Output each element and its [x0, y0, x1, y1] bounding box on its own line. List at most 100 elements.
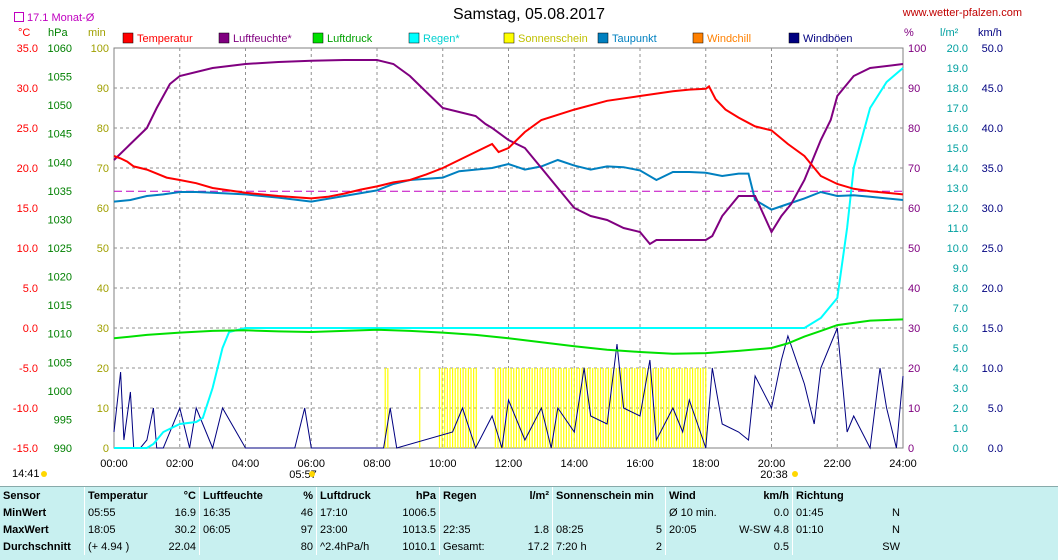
- legend-swatch: [788, 32, 800, 44]
- hpa-tick-label: 1035: [48, 186, 72, 198]
- dir-time: [791, 538, 858, 555]
- hdr-temp: Temperatur: [84, 487, 161, 504]
- min-tick-label: 100: [91, 43, 109, 55]
- hpa-tick-label: 1000: [48, 386, 72, 398]
- min-tick-label: 60: [97, 203, 109, 215]
- series-line-taupunkt: [113, 158, 904, 211]
- time-tick-label: 22:00: [823, 458, 851, 470]
- min-tick-label: 90: [97, 83, 109, 95]
- time-tick-label: 16:00: [626, 458, 654, 470]
- sunset-sun-icon: [792, 471, 798, 477]
- rain-time: [439, 504, 504, 521]
- temp-time: 18:05: [84, 521, 161, 538]
- rain-tick-label: 12.0: [947, 203, 968, 215]
- rain-value: 17.2: [527, 540, 549, 553]
- hpa-tick-label: 995: [54, 414, 72, 426]
- sun-value: [637, 504, 666, 521]
- time-tick-label: 20:00: [758, 458, 786, 470]
- legend-label: Taupunkt: [612, 33, 657, 45]
- kmh-tick-label: 0.0: [988, 443, 1003, 455]
- hpa-tick-label: 1005: [48, 357, 72, 369]
- weather-chart: °C hPa min% l/m² km/h 35.0 30.0 25.0 20.0 15.0 10.…: [12, 27, 1003, 481]
- legend-label: Windchill: [707, 33, 751, 45]
- min-tick-label: 30: [97, 323, 109, 335]
- dir-time: 01:10: [791, 521, 858, 538]
- legend-swatch: [503, 32, 515, 44]
- temp-time: 05:55: [84, 504, 161, 521]
- hdr-wind-unit: km/h: [763, 489, 789, 502]
- series-line-regen: [114, 67, 904, 449]
- hum-time: 06:05: [199, 521, 278, 538]
- sun-value: 2: [655, 540, 662, 553]
- monthly-average-icon: [14, 12, 24, 22]
- hpa-tick-label: 1040: [48, 157, 72, 169]
- press-time: 17:10: [316, 504, 385, 521]
- hpa-tick-label: 1060: [48, 43, 72, 55]
- kmh-tick-label: 10.0: [982, 363, 1003, 375]
- hpa-tick-label: 1045: [48, 129, 72, 141]
- rain-tick-label: 20.0: [947, 43, 968, 55]
- press-time: ^2.4hPa/h: [316, 538, 385, 555]
- legend-swatch: [122, 32, 134, 44]
- axis-unit-pct: %: [904, 27, 914, 39]
- legend-swatch: [692, 32, 704, 44]
- rain-tick-label: 0.0: [953, 443, 968, 455]
- series-line-windboeen: [113, 327, 904, 450]
- temp-tick-label: 35.0: [17, 43, 38, 55]
- time-tick-label: 00:00: [100, 458, 128, 470]
- wind-time: Ø 10 min.: [665, 504, 734, 521]
- kmh-tick-label: 25.0: [982, 243, 1003, 255]
- temp-tick-label: -10.0: [13, 403, 38, 415]
- row-label: MinWert: [3, 506, 47, 519]
- temp-tick-label: 5.0: [23, 283, 38, 295]
- press-value: 1010.1: [402, 540, 436, 553]
- legend-label: Luftfeuchte*: [233, 33, 292, 45]
- kmh-tick-label: 40.0: [982, 123, 1003, 135]
- wind-time: [665, 538, 734, 555]
- rain-tick-label: 15.0: [947, 143, 968, 155]
- pct-tick-label: 10: [908, 403, 920, 415]
- sunset-label: 20:38: [760, 469, 788, 481]
- statistics-table: Sensor Temperatur °C Luftfeuchte % Luftd…: [0, 486, 1058, 560]
- dir-value: N: [892, 523, 900, 536]
- sun-time: 08:25: [551, 521, 637, 538]
- time-tick-label: 12:00: [495, 458, 523, 470]
- hdr-temp-unit: °C: [183, 489, 196, 502]
- temp-tick-label: 30.0: [17, 83, 38, 95]
- rain-tick-label: 13.0: [947, 183, 968, 195]
- series-line-luftfeuchte: [113, 59, 904, 246]
- hum-value: 46: [300, 506, 313, 519]
- hum-time: 16:35: [199, 504, 278, 521]
- time-tick-label: 18:00: [692, 458, 720, 470]
- temp-value: 22.04: [168, 540, 196, 553]
- hpa-tick-label: 1010: [48, 329, 72, 341]
- pct-tick-label: 70: [908, 163, 920, 175]
- axis-unit-temp: °C: [18, 27, 30, 39]
- kmh-tick-label: 45.0: [982, 83, 1003, 95]
- sun-time: [551, 504, 637, 521]
- dir-time: 01:45: [791, 504, 858, 521]
- daylight-label: 14:41: [12, 468, 40, 480]
- rain-tick-label: 9.0: [953, 263, 968, 275]
- hdr-rain: Regen: [439, 487, 504, 504]
- press-value: 1013.5: [402, 523, 436, 536]
- rain-tick-label: 2.0: [953, 403, 968, 415]
- pct-tick-label: 40: [908, 283, 920, 295]
- hum-value: 97: [300, 523, 313, 536]
- hdr-rain-unit: l/m²: [529, 489, 549, 502]
- kmh-tick-label: 20.0: [982, 283, 1003, 295]
- hpa-tick-label: 1050: [48, 100, 72, 112]
- temp-value: 16.9: [174, 506, 196, 519]
- hpa-tick-label: 990: [54, 443, 72, 455]
- axis-unit-rain: l/m²: [940, 27, 959, 39]
- axis-unit-kmh: km/h: [978, 27, 1002, 39]
- kmh-tick-label: 50.0: [982, 43, 1003, 55]
- pct-tick-label: 60: [908, 203, 920, 215]
- time-tick-label: 24:00: [889, 458, 917, 470]
- legend-swatch: [312, 32, 324, 44]
- site-link[interactable]: www.wetter-pfalzen.com: [902, 7, 1022, 19]
- hdr-press-unit: hPa: [415, 489, 436, 502]
- daylight-sun-icon: [41, 471, 47, 477]
- hdr-sun: Sonnenschein min: [552, 487, 666, 504]
- min-tick-label: 20: [97, 363, 109, 375]
